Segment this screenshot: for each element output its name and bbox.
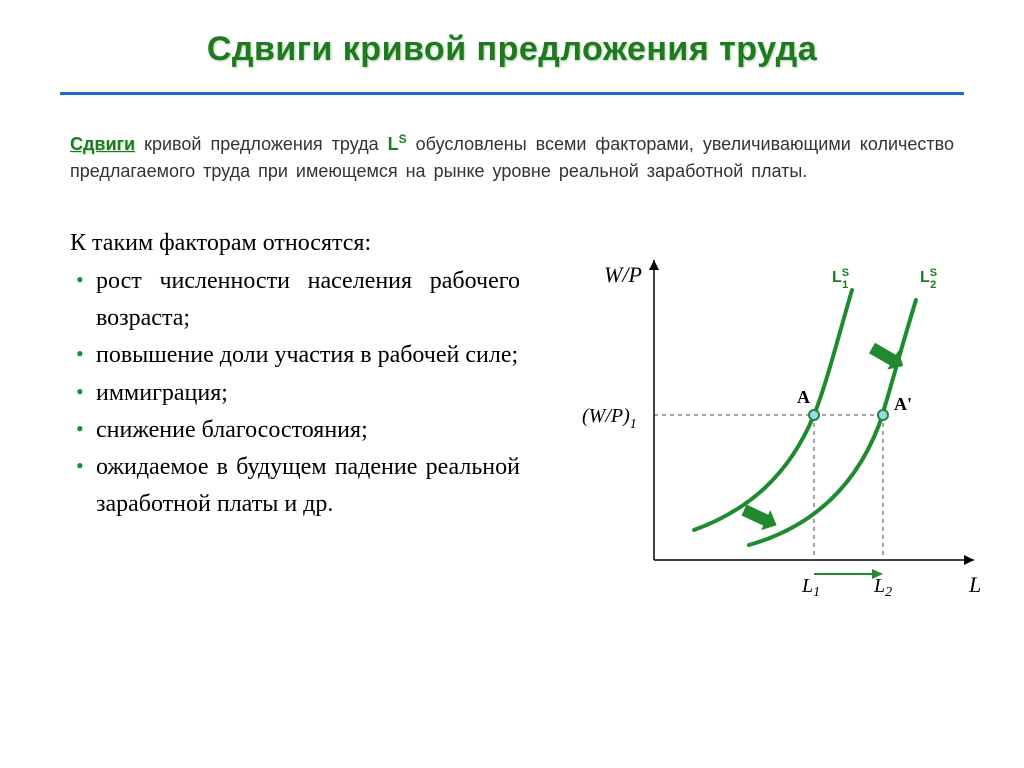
list-item: снижение благосостояния; [70, 412, 520, 449]
y-tick-label: (W/P)1 [582, 405, 637, 432]
factors-list: рост численности населения рабочего возр… [70, 263, 520, 523]
chart-cell: A A' LS1 LS2 W/P (W/P)1 L L1 L2 [520, 230, 984, 523]
x-tick1-label: L1 [801, 575, 820, 600]
list-item: ожидаемое в будущем падение реальной зар… [70, 449, 520, 523]
highlight-ls: LS [388, 134, 407, 154]
bottom-shift-arrow [814, 569, 883, 579]
intro-seg1: кривой предложения труда [135, 134, 388, 154]
title-area: Сдвиги кривой предложения труда [0, 0, 1024, 84]
x-axis-label: L [968, 572, 981, 597]
supply-curve-chart: A A' LS1 LS2 W/P (W/P)1 L L1 L2 [574, 240, 994, 620]
label-curve-ls2: LS2 [920, 267, 937, 291]
list-item: рост численности населения рабочего возр… [70, 263, 520, 337]
curve-ls2 [749, 300, 916, 545]
factors-lead: К таким факторам относятся: [70, 230, 520, 257]
label-curve-ls1: LS1 [832, 267, 849, 291]
list-item: повышение доли участия в рабочей силе; [70, 337, 520, 374]
intro-paragraph: Сдвиги кривой предложения труда LS обусл… [70, 130, 954, 185]
label-point-a: A [797, 387, 810, 407]
label-point-a-prime: A' [894, 394, 912, 414]
curve-ls1 [694, 290, 852, 530]
title-underline [60, 92, 964, 95]
list-item: иммиграция; [70, 375, 520, 412]
x-tick2-label: L2 [873, 575, 892, 600]
factors-column: К таким факторам относятся: рост численн… [70, 230, 520, 523]
y-axis-label: W/P [604, 262, 642, 287]
content-row: К таким факторам относятся: рост численн… [70, 230, 984, 523]
page-title: Сдвиги кривой предложения труда [60, 30, 964, 69]
highlight-shifts: Сдвиги [70, 134, 135, 154]
point-a-prime [878, 410, 888, 420]
point-a [809, 410, 819, 420]
